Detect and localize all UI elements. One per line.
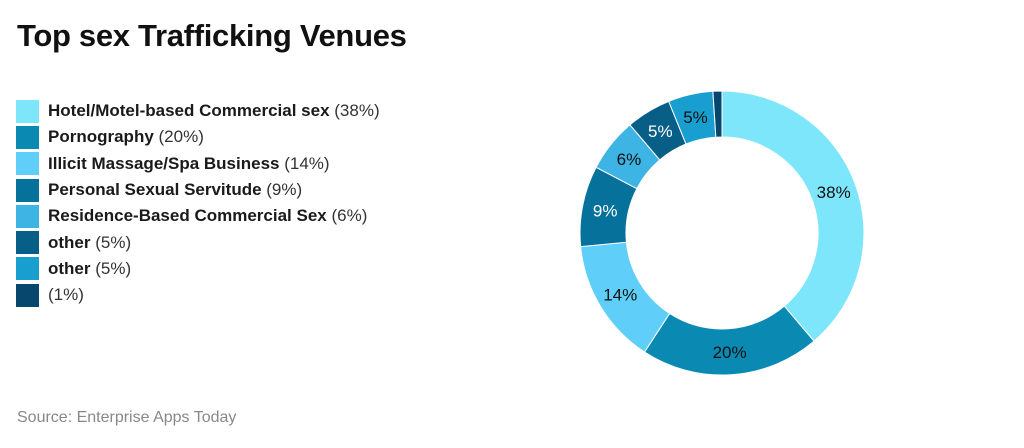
donut-slice [643, 305, 815, 376]
legend-swatch [16, 231, 39, 255]
legend-swatch [16, 99, 39, 123]
slice-label: 9% [593, 201, 618, 220]
legend-item: Pornography (20%) [16, 124, 380, 150]
legend-value: (20%) [153, 127, 204, 147]
legend-label: Personal Sexual Servitude [48, 180, 262, 200]
legend-value: (38%) [329, 101, 380, 121]
legend-swatch [16, 125, 39, 149]
donut-slice [721, 90, 865, 342]
legend-label: Residence-Based Commercial Sex [48, 206, 327, 226]
legend-item: Hotel/Motel-based Commercial sex (38%) [16, 98, 380, 124]
legend-label: Pornography [48, 127, 154, 147]
legend-item: Residence-Based Commercial Sex (6%) [16, 203, 380, 229]
legend-value: (5%) [90, 258, 132, 278]
legend-item: other (5%) [16, 229, 380, 255]
slice-label: 38% [817, 183, 851, 202]
source-note: Source: Enterprise Apps Today [17, 409, 237, 426]
slice-label: 5% [648, 122, 673, 141]
legend-swatch [16, 257, 39, 281]
legend-value: (14%) [279, 153, 330, 173]
legend-item: other (5%) [16, 256, 380, 282]
slice-label: 14% [603, 286, 637, 305]
donut-slice [712, 90, 723, 138]
slice-label: 20% [713, 343, 747, 362]
legend-swatch [16, 283, 39, 307]
legend-item: (1%) [16, 282, 380, 308]
legend-label: other [48, 232, 91, 252]
legend-label: Hotel/Motel-based Commercial sex [48, 101, 330, 121]
legend-value: (9%) [261, 180, 303, 200]
legend-label: Illicit Massage/Spa Business [48, 153, 280, 173]
slice-label: 6% [617, 150, 642, 169]
legend-swatch [16, 204, 39, 228]
legend-value: (6%) [326, 206, 368, 226]
legend-label: other [48, 258, 91, 278]
legend-swatch [16, 178, 39, 202]
legend-value: (1%) [48, 285, 84, 305]
legend-item: Personal Sexual Servitude (9%) [16, 177, 380, 203]
legend: Hotel/Motel-based Commercial sex (38%) Po… [16, 98, 380, 308]
legend-swatch [16, 152, 39, 176]
legend-item: Illicit Massage/Spa Business (14%) [16, 151, 380, 177]
chart-title: Top sex Trafficking Venues [17, 18, 407, 53]
slice-label: 5% [683, 108, 708, 127]
legend-value: (5%) [90, 232, 132, 252]
